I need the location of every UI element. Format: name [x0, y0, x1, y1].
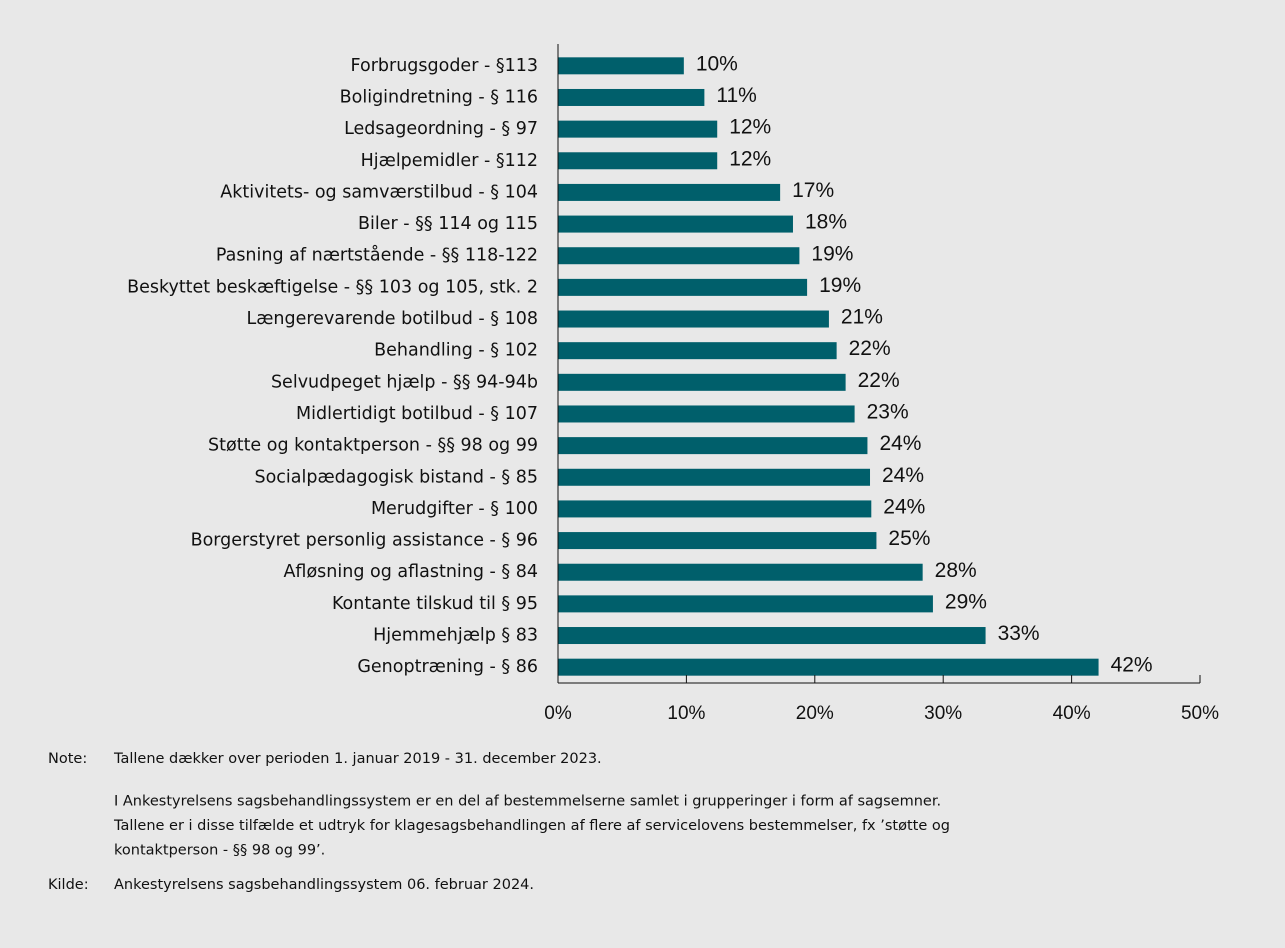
category-label: Kontante tilskud til § 95: [332, 594, 538, 614]
bar: [558, 595, 933, 613]
category-label: Selvudpeget hjælp - §§ 94-94b: [271, 372, 538, 392]
value-label: 19%: [819, 274, 861, 297]
value-label: 24%: [882, 464, 924, 487]
value-label: 21%: [841, 306, 883, 329]
value-label: 24%: [883, 495, 925, 518]
value-label: 12%: [729, 116, 771, 139]
category-label: Pasning af nærtstående - §§ 118-122: [216, 245, 538, 266]
x-tick-label: 10%: [667, 703, 705, 724]
value-label: 12%: [729, 147, 771, 170]
value-label: 28%: [935, 559, 977, 582]
x-tick-label: 0%: [544, 703, 572, 724]
x-tick-label: 50%: [1181, 703, 1219, 724]
value-label: 23%: [867, 401, 909, 424]
category-label: Hjemmehjælp § 83: [373, 626, 538, 646]
bar: [558, 310, 829, 328]
category-label: Merudgifter - § 100: [371, 499, 538, 519]
bar: [558, 500, 872, 518]
bar: [558, 152, 718, 170]
bar: [558, 88, 705, 106]
bar: [558, 183, 781, 201]
value-label: 18%: [805, 211, 847, 234]
value-label: 19%: [811, 242, 853, 265]
value-label: 29%: [945, 590, 987, 613]
value-label: 25%: [888, 527, 930, 550]
value-label: 24%: [879, 432, 921, 455]
bar: [558, 215, 793, 233]
category-label: Genoptræning - § 86: [357, 657, 538, 677]
x-tick-label: 20%: [796, 703, 834, 724]
value-label: 42%: [1111, 654, 1153, 677]
category-label: Hjælpemidler - §112: [361, 151, 538, 171]
category-label: Aktivitets- og samværstilbud - § 104: [220, 182, 538, 202]
bar: [558, 278, 808, 296]
bar: [558, 468, 871, 486]
value-label: 22%: [858, 369, 900, 392]
note-text: Ankestyrelsens sagsbehandlingssystem 06.…: [114, 877, 534, 893]
category-label: Borgerstyret personlig assistance - § 96: [191, 531, 538, 551]
category-label: Biler - §§ 114 og 115: [358, 214, 538, 234]
value-label: 11%: [716, 84, 756, 107]
bar: [558, 627, 986, 645]
category-label: Støtte og kontaktperson - §§ 98 og 99: [208, 436, 538, 456]
bar: [558, 342, 837, 360]
bar: [558, 563, 923, 581]
note-text: Tallene er i disse tilfælde et udtryk fo…: [113, 818, 950, 834]
note-text: I Ankestyrelsens sagsbehandlingssystem e…: [114, 794, 941, 810]
note-label: Note:: [48, 751, 87, 767]
category-label: Afløsning og aflastning - § 84: [283, 562, 538, 582]
category-label: Forbrugsgoder - §113: [351, 56, 538, 76]
bar: [558, 437, 868, 455]
category-label: Midlertidigt botilbud - § 107: [296, 404, 538, 424]
bar: [558, 373, 846, 391]
x-tick-label: 30%: [924, 703, 962, 724]
bar: [558, 658, 1099, 676]
note-text: kontaktperson - §§ 98 og 99’.: [114, 843, 325, 859]
category-label: Beskyttet beskæftigelse - §§ 103 og 105,…: [127, 277, 538, 297]
note-text: Tallene dækker over perioden 1. januar 2…: [113, 751, 602, 767]
value-label: 22%: [849, 337, 891, 360]
bar: [558, 57, 684, 75]
value-label: 17%: [792, 179, 834, 202]
value-label: 33%: [998, 622, 1040, 645]
x-tick-label: 40%: [1053, 703, 1091, 724]
bar: [558, 247, 800, 265]
bar: [558, 532, 877, 550]
note-label: Kilde:: [48, 877, 89, 893]
category-label: Længerevarende botilbud - § 108: [246, 309, 538, 329]
category-label: Boligindretning - § 116: [340, 87, 538, 107]
category-label: Ledsageordning - § 97: [344, 119, 538, 139]
bar: [558, 405, 855, 423]
category-label: Behandling - § 102: [374, 341, 538, 361]
bar: [558, 120, 718, 138]
category-label: Socialpædagogisk bistand - § 85: [254, 467, 538, 487]
value-label: 10%: [696, 52, 738, 75]
